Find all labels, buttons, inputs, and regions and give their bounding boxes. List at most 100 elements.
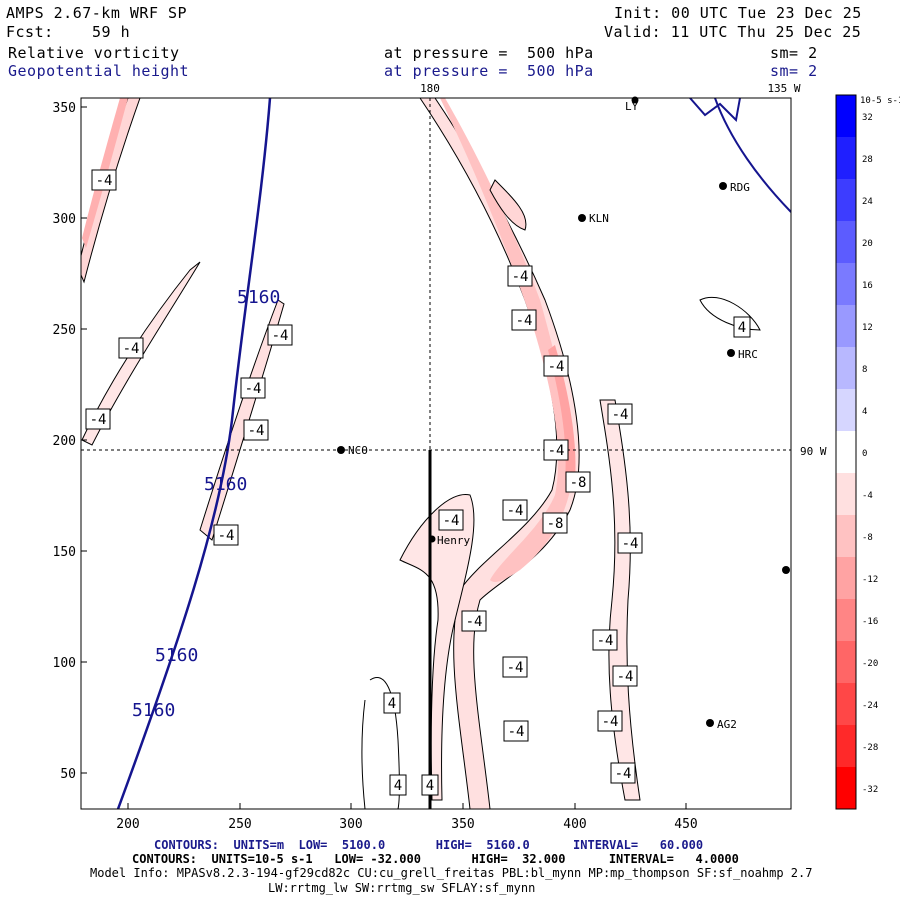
station-label: RDG <box>730 181 750 194</box>
vorticity-contour-info: CONTOURS: UNITS=10-5 s-1 LOW= -32.000 HI… <box>132 852 739 866</box>
vorticity-label-box <box>607 403 633 425</box>
latitude-label: 90 W <box>800 445 827 458</box>
station-marker <box>578 214 586 222</box>
vorticity-contour-label: -4 <box>507 503 524 519</box>
vorticity-label-box <box>91 169 117 191</box>
longitude-label: 180 <box>420 82 440 95</box>
vorticity-label-box <box>507 265 533 287</box>
y-tick-label: 350 <box>53 101 76 116</box>
vorticity-contour-label: -4 <box>248 423 265 439</box>
plot-frame <box>80 97 792 810</box>
colorbar-label: 4 <box>862 407 867 417</box>
vorticity-contour-label: -8 <box>547 516 564 532</box>
station-marker <box>727 349 735 357</box>
height-contour-label: 5160 <box>237 287 280 308</box>
station-marker <box>706 719 714 727</box>
colorbar-label: -28 <box>862 743 878 753</box>
vorticity-label-box <box>543 439 569 461</box>
height-contour-label: 5160 <box>155 645 198 666</box>
model-title: AMPS 2.67-km WRF SP <box>6 4 188 22</box>
x-tick-label: 300 <box>339 817 362 832</box>
station-label: HRC <box>738 348 758 361</box>
vorticity-label-box <box>118 337 144 359</box>
station-label: LY <box>625 100 639 113</box>
colorbar-swatch <box>836 347 856 390</box>
colorbar-swatch <box>836 725 856 768</box>
colorbar-label: 8 <box>862 365 867 375</box>
vorticity-label-box <box>610 762 636 784</box>
vorticity-label-box <box>543 355 569 377</box>
colorbar-swatch <box>836 137 856 180</box>
vorticity-label-box <box>502 656 528 678</box>
vorticity-label-box <box>511 309 537 331</box>
vorticity-label-box <box>438 509 464 531</box>
colorbar-label: -16 <box>862 617 878 627</box>
vorticity-contour-label: -4 <box>96 173 113 189</box>
vorticity-label-box <box>592 629 618 651</box>
vorticity-contour-label: 4 <box>426 778 434 794</box>
colorbar-swatch <box>836 473 856 516</box>
colorbar-frame <box>835 94 857 810</box>
vorticity-label-box <box>267 324 293 346</box>
vorticity-contour-label: -4 <box>617 669 634 685</box>
colorbar-swatch <box>836 431 856 474</box>
station-marker <box>337 446 345 454</box>
station-label: NCO <box>348 444 368 457</box>
vorticity-label-box <box>213 524 239 546</box>
colorbar-label: 24 <box>862 197 873 207</box>
forecast-label: Fcst: <box>6 23 54 41</box>
colorbar-label: -24 <box>862 701 878 711</box>
vorticity-contour-label: -4 <box>123 341 140 357</box>
vorticity-contour-label: 4 <box>388 696 396 712</box>
vorticity-label-box <box>85 408 111 430</box>
vorticity-contour-label: -4 <box>516 313 533 329</box>
vorticity-contour-label: -8 <box>570 475 587 491</box>
colorbar-label: 20 <box>862 239 873 249</box>
height-contour-info: CONTOURS: UNITS=m LOW= 5100.0 HIGH= 5160… <box>154 838 704 852</box>
colorbar: 32 28 24 20 16 12 8 4 0 -4 -8 -12 -16 -20 -24 -28 -32 <box>835 94 878 810</box>
vorticity-label-box <box>617 532 643 554</box>
station-label: Henry <box>437 534 470 547</box>
colorbar-swatch <box>836 515 856 558</box>
colorbar-label: -20 <box>862 659 878 669</box>
colorbar-label: -32 <box>862 785 878 795</box>
model-info: Model Info: MPASv8.2.3-194-gf29cd82c CU:… <box>90 866 813 880</box>
field1-smoothing: sm= 2 <box>770 44 818 62</box>
vorticity-contour-label: -4 <box>245 381 262 397</box>
y-tick-label: 50 <box>60 767 76 782</box>
colorbar-label: 0 <box>862 449 867 459</box>
colorbar-label: 28 <box>862 155 873 165</box>
vorticity-contour-label: -4 <box>622 536 639 552</box>
vorticity-contour-label: 4 <box>394 778 402 794</box>
x-tick-label: 350 <box>451 817 474 832</box>
vorticity-label-box <box>503 720 529 742</box>
vorticity-label-box <box>542 512 568 534</box>
vorticity-contour-label: -4 <box>443 513 460 529</box>
vorticity-contour-label: -4 <box>597 633 614 649</box>
vorticity-label-box <box>565 471 591 493</box>
vorticity-label-box <box>389 774 407 796</box>
forecast-hour: 59 h <box>92 23 131 41</box>
vorticity-contour-label: 4 <box>738 320 746 336</box>
colorbar-label: 12 <box>862 323 873 333</box>
station-marker <box>631 96 639 104</box>
vorticity-contour-label: -4 <box>218 528 235 544</box>
colorbar-swatch <box>836 263 856 306</box>
height-contour-label: 5160 <box>132 700 175 721</box>
y-tick-label: 150 <box>53 545 76 560</box>
colorbar-swatch <box>836 557 856 600</box>
station-marker <box>782 566 790 574</box>
longitude-label: 135 W <box>767 82 800 95</box>
x-tick-label: 400 <box>563 817 586 832</box>
valid-time: Valid: 11 UTC Thu 25 Dec 25 <box>604 23 862 41</box>
colorbar-swatch <box>836 599 856 642</box>
y-tick-label: 250 <box>53 323 76 338</box>
colorbar-swatch <box>836 305 856 348</box>
colorbar-swatch <box>836 179 856 222</box>
vorticity-label-box <box>733 316 751 338</box>
vorticity-contour-label: -4 <box>272 328 289 344</box>
model-info-physics: LW:rrtmg_lw SW:rrtmg_sw SFLAY:sf_mynn <box>268 881 536 895</box>
vorticity-contour-label: -4 <box>512 269 529 285</box>
colorbar-swatch <box>836 389 856 432</box>
vorticity-label-box <box>502 499 528 521</box>
